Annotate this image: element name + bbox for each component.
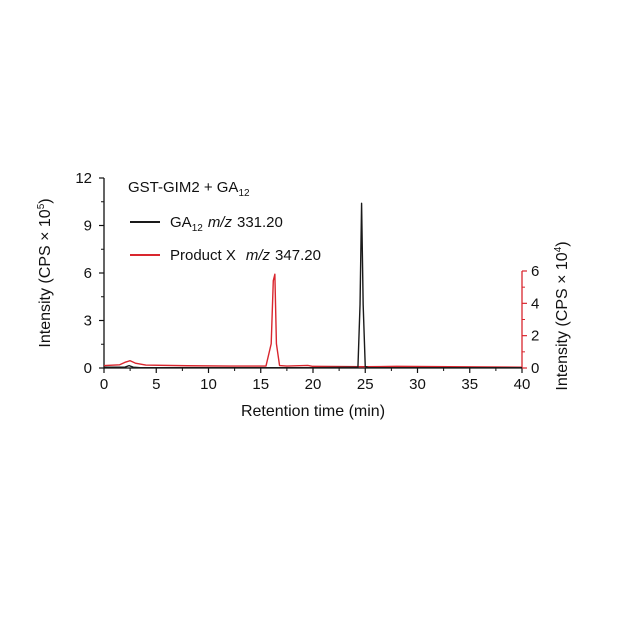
legend-label-ga12: GA12 m/z 331.20 (170, 214, 283, 234)
y-left-title-sup: 5 (36, 203, 47, 209)
y-right-tick-label: 0 (531, 360, 539, 377)
legend-label-product-x: Product X m/z 347.20 (170, 247, 321, 264)
x-tick-label: 15 (252, 376, 269, 393)
series-line-product-x (103, 273, 523, 368)
y-left-tick-label: 0 (84, 360, 92, 377)
legend-product-x-value: 347.20 (275, 247, 321, 264)
legend-ga12-mz: m/z (208, 214, 233, 231)
y-left-tick-label: 6 (84, 265, 92, 282)
y-right-title-main: Intensity (CPS × 10 (554, 252, 571, 390)
y-left-title-close: ) (37, 198, 54, 203)
series-layer (103, 202, 523, 369)
x-tick-label: 30 (409, 376, 426, 393)
x-tick-label: 25 (357, 376, 374, 393)
series-line-ga (104, 202, 522, 369)
x-axis-title: Retention time (min) (241, 403, 385, 420)
y-right-tick-label: 4 (531, 295, 539, 312)
axes (103, 178, 523, 369)
x-tick-label: 40 (514, 376, 531, 393)
y-right-tick-label: 2 (531, 328, 539, 345)
chart-title: GST-GIM2 + GA12 (128, 179, 250, 199)
x-tick-label: 5 (152, 376, 160, 393)
y-right-tick-label: 6 (531, 263, 539, 280)
chart-title-subscript: 12 (238, 188, 250, 199)
legend-ga12-value: 331.20 (237, 214, 283, 231)
legend-product-x-mz: m/z (246, 247, 271, 264)
x-tick-label: 0 (100, 376, 108, 393)
y-left-tick-label: 12 (75, 170, 92, 187)
y-left-tick-label: 9 (84, 218, 92, 235)
y-axis-left-title: Intensity (CPS × 105) (36, 198, 54, 347)
chart-title-main: GST-GIM2 + GA (128, 179, 238, 196)
y-right-title-sup: 4 (553, 246, 564, 252)
legend-ga12-name: GA (170, 214, 192, 231)
legend-product-x-name: Product X (170, 247, 236, 264)
x-tick-label: 35 (461, 376, 478, 393)
y-right-title-close: ) (554, 241, 571, 246)
y-left-tick-label: 3 (84, 313, 92, 330)
legend-ga12-subscript: 12 (192, 223, 204, 234)
x-tick-label: 10 (200, 376, 217, 393)
y-axis-right-title: Intensity (CPS × 104) (553, 241, 571, 390)
x-tick-label: 20 (305, 376, 322, 393)
y-left-title-main: Intensity (CPS × 10 (37, 209, 54, 347)
